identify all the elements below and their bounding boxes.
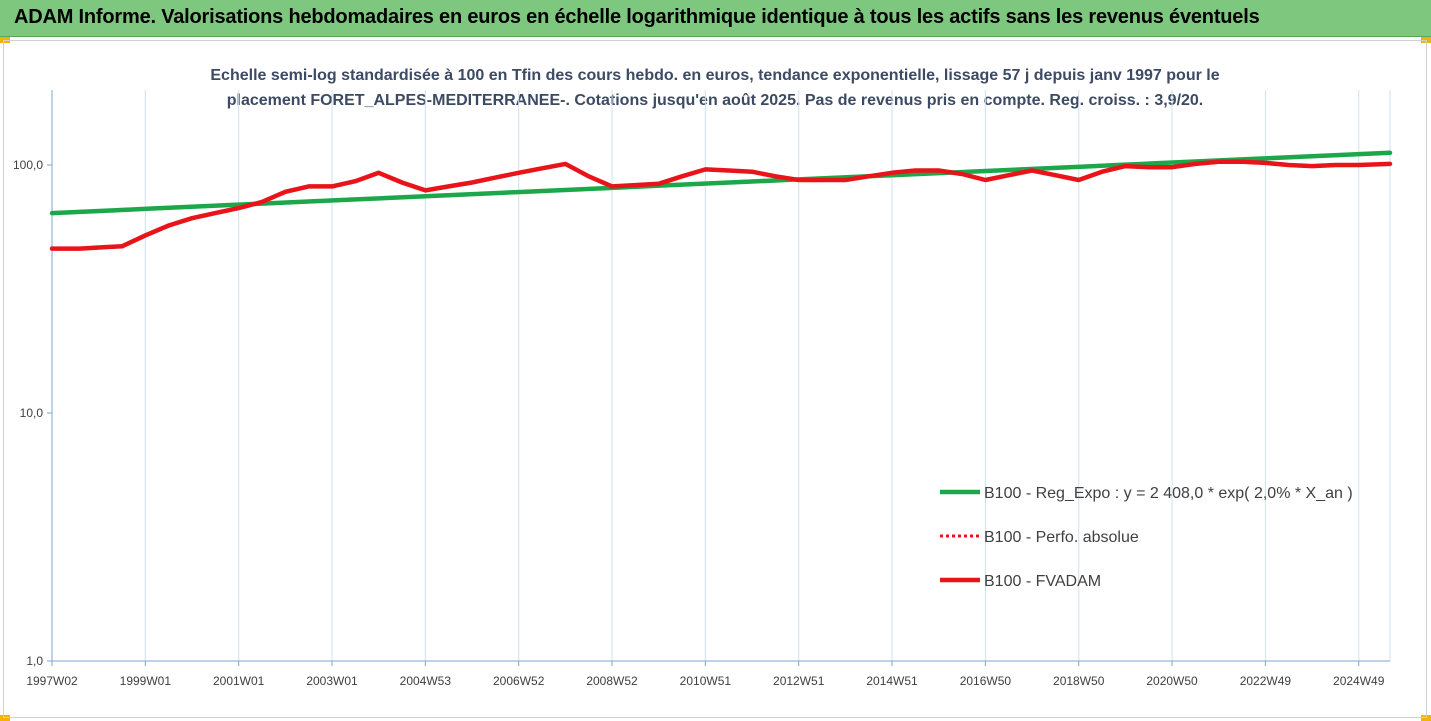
series-line-2 <box>49 159 1393 251</box>
title-banner: ADAM Informe. Valorisations hebdomadaire… <box>0 0 1431 37</box>
y-tick-label: 100,0 <box>13 158 43 172</box>
axes: 1997W02 1999W01 2001W01 2003W01 2004W53 2006W… <box>13 90 1390 688</box>
series-line-0 <box>49 150 1393 216</box>
x-tick-label: 2018W50 <box>1053 674 1105 688</box>
x-tick-label: 2001W01 <box>213 674 265 688</box>
chart-area <box>3 40 1427 718</box>
series-lines <box>49 150 1393 251</box>
x-tick-label: 2003W01 <box>306 674 358 688</box>
report-title: ADAM Informe. Valorisations hebdomadaire… <box>14 6 1260 28</box>
y-tick-label: 1,0 <box>26 654 43 668</box>
corner-marker-bottom-left <box>0 715 10 721</box>
chart-subtitle-line-1: Echelle semi-log standardisée à 100 en T… <box>210 67 1220 84</box>
y-tick-label: 10,0 <box>20 406 44 420</box>
x-tick-label: 2014W51 <box>866 674 918 688</box>
legend-label-1: B100 - Perfo. absolue <box>984 529 1139 546</box>
chart-subtitle: Echelle semi-log standardisée à 100 en T… <box>150 63 1280 113</box>
x-tick-label: 2024W49 <box>1333 674 1385 688</box>
grid-lines <box>144 90 1391 661</box>
x-tick-label: 2012W51 <box>773 674 825 688</box>
corner-marker-bottom-right <box>1421 715 1431 721</box>
x-tick-label: 1999W01 <box>120 674 172 688</box>
x-tick-label: 2016W50 <box>960 674 1012 688</box>
x-tick-label: 2010W51 <box>680 674 732 688</box>
legend-label-0: B100 - Reg_Expo : y = 2 408,0 * exp( 2,0… <box>984 485 1353 502</box>
x-tick-label: 2022W49 <box>1240 674 1292 688</box>
x-tick-label: 2006W52 <box>493 674 545 688</box>
x-tick-label: 2008W52 <box>586 674 638 688</box>
x-tick-label: 2004W53 <box>400 674 452 688</box>
x-tick-label: 1997W02 <box>26 674 78 688</box>
x-tick-label: 2020W50 <box>1146 674 1198 688</box>
legend-label-2: B100 - FVADAM <box>984 573 1101 590</box>
legend: B100 - Reg_Expo : y = 2 408,0 * exp( 2,0… <box>940 485 1353 590</box>
chart-subtitle-line-2: placement FORET_ALPES-MEDITERRANEE-. Cot… <box>226 92 1204 109</box>
